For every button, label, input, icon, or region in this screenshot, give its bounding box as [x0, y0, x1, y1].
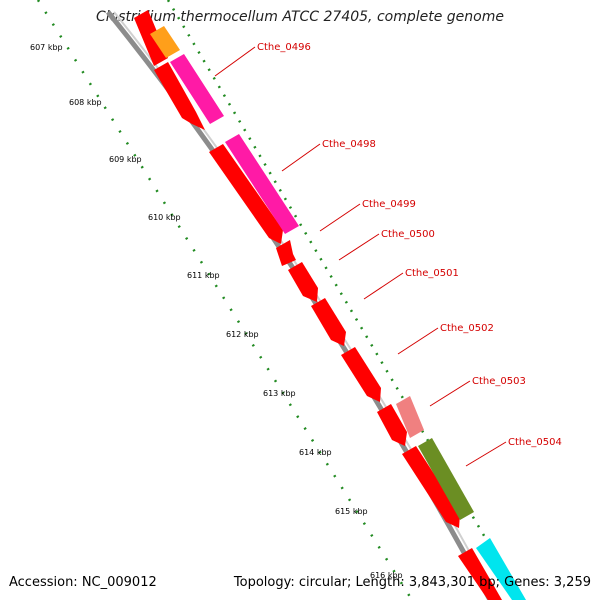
leader-line: [363, 272, 404, 300]
cds-track-inner: [134, 10, 502, 600]
gene-arrow: [402, 446, 460, 528]
gene-label-leaders: [214, 46, 507, 467]
gene-label[interactable]: Cthe_0503: [472, 376, 526, 387]
tick-label: 609 kbp: [109, 155, 142, 164]
leader-line: [214, 46, 256, 77]
gene-label[interactable]: Cthe_0502: [440, 323, 494, 334]
feature-block: [225, 134, 299, 234]
gene-arrow: [134, 10, 168, 66]
tick-labels: 607 kbp 608 kbp 609 kbp 610 kbp 611 kbp …: [30, 43, 403, 580]
tick-label: 613 kbp: [263, 389, 296, 398]
tick-label: 608 kbp: [69, 98, 102, 107]
feature-block: [418, 438, 474, 520]
leader-line: [319, 203, 361, 232]
inner-dotted-ring: [36, 0, 414, 600]
genome-summary-label: Topology: circular; Length: 3,843,301 bp…: [233, 575, 591, 590]
leader-line: [465, 441, 507, 467]
feature-block: [150, 26, 180, 58]
feature-track-outer: [150, 26, 526, 600]
feature-block: [396, 396, 424, 438]
map-title: Clostridium thermocellum ATCC 27405, com…: [96, 9, 504, 25]
tick-label: 607 kbp: [30, 43, 63, 52]
tick-label: 610 kbp: [148, 213, 181, 222]
tick-label: 611 kbp: [187, 271, 220, 280]
gene-arrow: [377, 404, 407, 446]
gene-arrow: [209, 144, 283, 244]
feature-block: [476, 538, 526, 600]
leader-line: [397, 327, 439, 355]
gene-arrow: [311, 298, 346, 346]
tick-label: 615 kbp: [335, 507, 368, 516]
gene-label[interactable]: Cthe_0498: [322, 139, 376, 150]
gene-arrow: [276, 240, 296, 266]
gene-arrow: [154, 62, 205, 130]
gene-label[interactable]: Cthe_0504: [508, 437, 562, 448]
gene-label[interactable]: Cthe_0496: [257, 42, 311, 53]
tick-label: 616 kbp: [370, 571, 403, 580]
leader-line: [429, 380, 471, 407]
gene-arrow: [458, 548, 502, 600]
tick-label: 614 kbp: [299, 448, 332, 457]
gene-arrow: [341, 347, 381, 402]
gene-label[interactable]: Cthe_0499: [362, 199, 416, 210]
gene-labels: Cthe_0496 Cthe_0498 Cthe_0499 Cthe_0500 …: [257, 42, 562, 448]
leader-line: [338, 233, 380, 261]
accession-label: Accession: NC_009012: [9, 575, 157, 590]
feature-block: [170, 54, 224, 124]
genome-backbone: [106, 10, 493, 600]
tick-label: 612 kbp: [226, 330, 259, 339]
leader-line: [281, 143, 321, 172]
gene-arrow: [288, 262, 318, 302]
gene-label[interactable]: Cthe_0501: [405, 268, 459, 279]
gene-label[interactable]: Cthe_0500: [381, 229, 435, 240]
